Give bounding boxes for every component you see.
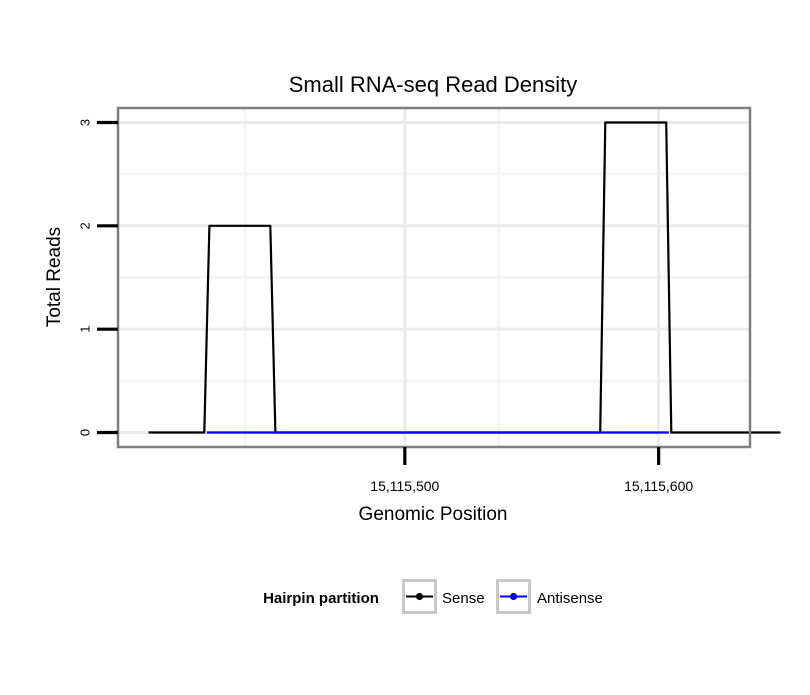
series-layer [148,121,781,434]
x-axis: 15,115,500 15,115,600 [370,447,693,494]
y-axis-label: Total Reads [44,227,65,327]
legend-label-antisense: Antisense [537,590,603,607]
y-tick-label: 2 [77,222,92,229]
legend-marker-antisense [509,592,518,601]
x-axis-label: Genomic Position [359,504,508,525]
legend-marker-sense [415,592,424,601]
y-tick-label: 1 [77,326,92,333]
x-tick-label: 15,115,500 [370,478,439,494]
plot-border [116,106,752,449]
chart-title: Small RNA-seq Read Density [289,72,578,97]
x-tick-label: 15,115,600 [624,478,693,494]
legend-title: Hairpin partition [263,590,379,607]
y-axis: 0 1 2 3 [77,119,118,436]
y-tick-label: 0 [77,429,92,436]
legend-label-sense: Sense [442,590,485,607]
legend: Hairpin partition Sense Antisense [263,579,603,614]
y-tick-label: 3 [77,119,92,126]
